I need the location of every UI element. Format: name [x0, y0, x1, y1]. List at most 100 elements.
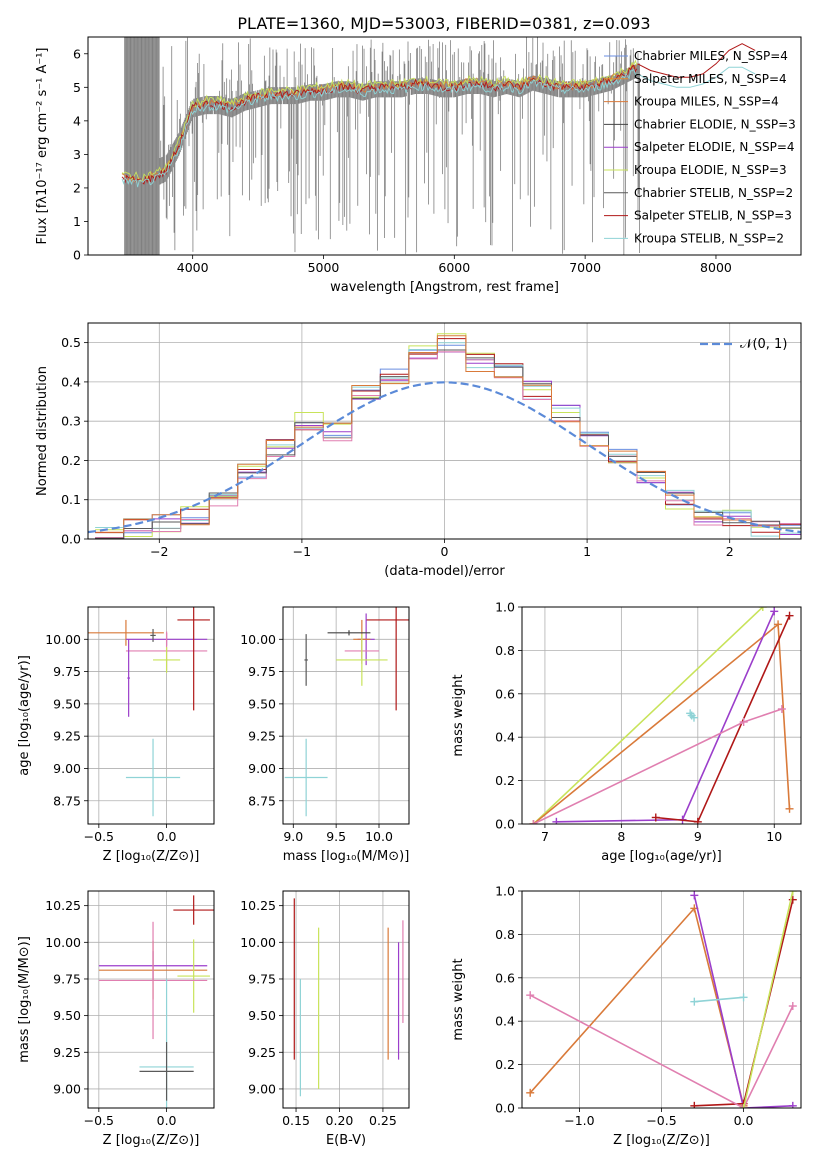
- x-tick-label: −0.5: [84, 1113, 114, 1128]
- x-tick-label: 0.15: [282, 1113, 310, 1128]
- legend-label: Chabrier ELODIE, N_SSP=3: [634, 117, 796, 131]
- y-tick-label: 2: [73, 180, 81, 195]
- y-tick-label: 5: [73, 80, 81, 95]
- x-axis-label: Z [log₁₀(Z/Z⊙)]: [103, 1133, 200, 1148]
- y-tick-label: 0.2: [495, 773, 515, 788]
- y-tick-label: 9.50: [53, 696, 81, 711]
- histogram-chabrier_stelib: [95, 349, 801, 539]
- x-tick-label: −1.0: [564, 1113, 594, 1128]
- y-tick-label: 0.3: [61, 414, 81, 429]
- y-tick-label: 9.00: [53, 761, 81, 776]
- axes-mass_vs_EBV: 0.15 0.20 0.25 9.00 9.25 9.50 9.75 10.00 10.25 E(…: [240, 890, 410, 1148]
- series-line-salpeter_elodie: [693, 895, 793, 1108]
- y-axis-label: mass weight: [451, 958, 466, 1040]
- x-axis-label: Z [log₁₀(Z/Z⊙)]: [103, 849, 200, 864]
- series-line-pink: [529, 994, 794, 1108]
- y-tick-label: 9.75: [248, 664, 276, 679]
- y-tick-label: 9.25: [53, 729, 81, 744]
- histogram-kroupa_elodie: [95, 333, 801, 537]
- axes-mass_weight_vs_Z: −1.0 −0.5 0.0 0.0 0.2 0.4 0.6 0.8 1.0 Z [log₁₀(Z/…: [451, 884, 802, 1148]
- y-axis-label: Flux [fλ10⁻¹⁷ erg cm⁻² s⁻¹ A⁻¹]: [35, 48, 50, 245]
- x-axis-label: mass [log₁₀(M/M⊙)]: [283, 849, 410, 864]
- x-tick-label: −1: [293, 544, 311, 559]
- y-tick-label: 0.2: [61, 453, 81, 468]
- x-tick-label: 0: [441, 544, 449, 559]
- axes-age_vs_Z: −0.5 0.0 8.75 9.00 9.25 9.50 9.75 10.00 Z [log₁₀…: [17, 606, 215, 864]
- x-tick-label: 0.0: [157, 829, 177, 844]
- legend-label: Kroupa STELIB, N_SSP=2: [634, 231, 784, 245]
- x-tick-label: 4000: [177, 260, 209, 275]
- y-tick-label: 9.50: [248, 696, 276, 711]
- y-tick-label: 10.25: [240, 898, 276, 913]
- x-axis-label: Z [log₁₀(Z/Z⊙)]: [613, 1133, 710, 1148]
- y-tick-label: 0.1: [61, 492, 81, 507]
- axes-age_vs_mass: 9.0 9.5 10.0 8.75 9.00 9.25 9.50 9.75 10.00 mass …: [240, 606, 410, 864]
- x-tick-label: −0.5: [84, 829, 114, 844]
- y-tick-label: 6: [73, 46, 81, 61]
- legend-label: 𝒩(0, 1): [740, 337, 787, 352]
- axes-frame: [87, 36, 802, 256]
- plot-area-mass_vs_Z: [98, 895, 214, 1108]
- y-tick-label: 10.00: [45, 935, 81, 950]
- y-tick-label: 0.4: [61, 374, 81, 389]
- y-tick-label: 0.6: [495, 686, 515, 701]
- plot-area-age_vs_Z: [88, 607, 210, 817]
- series-line-kroupa_elodie: [742, 891, 794, 1108]
- model-spectrum-cyan-extension: [637, 66, 756, 88]
- series-line-kroupa_elodie: [532, 607, 766, 824]
- x-tick-label: 10: [766, 829, 782, 844]
- y-tick-label: 0.0: [495, 817, 515, 832]
- x-tick-label: 0.25: [369, 1113, 397, 1128]
- axes-frame: [87, 606, 215, 825]
- x-axis-label: age [log₁₀(age/yr)]: [601, 849, 722, 864]
- series-line-kroupa_miles: [532, 622, 791, 824]
- y-tick-label: 0.5: [61, 335, 81, 350]
- x-axis-label: (data-model)/error: [384, 564, 505, 579]
- axes-frame: [87, 322, 802, 540]
- histogram-salpeter_stelib: [95, 338, 801, 534]
- x-tick-label: 9: [694, 829, 702, 844]
- y-tick-label: 9.00: [248, 761, 276, 776]
- x-tick-label: 9.0: [283, 829, 303, 844]
- x-tick-label: 9.5: [326, 829, 346, 844]
- y-axis-label: mass weight: [451, 674, 466, 756]
- y-tick-label: 4: [73, 113, 81, 128]
- y-tick-label: 9.25: [53, 1045, 81, 1060]
- x-tick-label: 7000: [569, 260, 601, 275]
- model-spectrum-kroupa_elodie: [121, 59, 638, 182]
- plot-area-mass_vs_EBV: [293, 898, 404, 1097]
- x-tick-label: 10.0: [365, 829, 393, 844]
- histogram-salpeter_elodie: [95, 351, 801, 539]
- axes-frame: [521, 606, 802, 825]
- axes-mass_vs_Z: −0.5 0.0 9.00 9.25 9.50 9.75 10.00 10.25 Z [log₁…: [17, 890, 215, 1148]
- legend-label: Kroupa MILES, N_SSP=4: [634, 95, 779, 109]
- series-line-salpeter_stelib: [655, 615, 791, 823]
- y-tick-label: 8.75: [53, 793, 81, 808]
- axes-mass_weight_vs_age: 7 8 9 10 0.0 0.2 0.4 0.6 0.8 1.0 age [log₁₀(age/yr…: [451, 600, 802, 864]
- x-tick-label: 0.20: [326, 1113, 354, 1128]
- y-tick-label: 0.8: [495, 643, 515, 658]
- y-tick-label: 1.0: [495, 600, 515, 615]
- y-tick-label: 0.2: [495, 1057, 515, 1072]
- histogram-kroupa_miles: [95, 335, 801, 539]
- y-tick-label: 9.00: [53, 1081, 81, 1096]
- y-tick-label: 9.25: [248, 1045, 276, 1060]
- y-tick-label: 9.75: [53, 971, 81, 986]
- y-tick-label: 0.4: [495, 1014, 515, 1029]
- histogram-kroupa_stelib: [95, 342, 801, 537]
- legend-label: Chabrier MILES, N_SSP=4: [634, 49, 788, 63]
- x-tick-label: 8: [617, 829, 625, 844]
- y-tick-label: 10.00: [45, 632, 81, 647]
- x-tick-label: 7: [541, 829, 549, 844]
- y-tick-label: 0: [73, 248, 81, 263]
- spectrum-title: PLATE=1360, MJD=53003, FIBERID=0381, z=0…: [237, 14, 650, 33]
- y-tick-label: 1.0: [495, 884, 515, 899]
- axes-frame: [87, 890, 215, 1109]
- y-tick-label: 0.0: [61, 532, 81, 547]
- y-tick-label: 10.25: [45, 898, 81, 913]
- series-line-kroupa_miles: [529, 906, 745, 1106]
- y-tick-label: 9.25: [248, 729, 276, 744]
- axes-spectrum: 4000 5000 6000 7000 8000 0 1 2 3 4 5 6 wavelength [A…: [35, 36, 802, 295]
- plot-area-mass_weight_vs_Z: [526, 891, 797, 1108]
